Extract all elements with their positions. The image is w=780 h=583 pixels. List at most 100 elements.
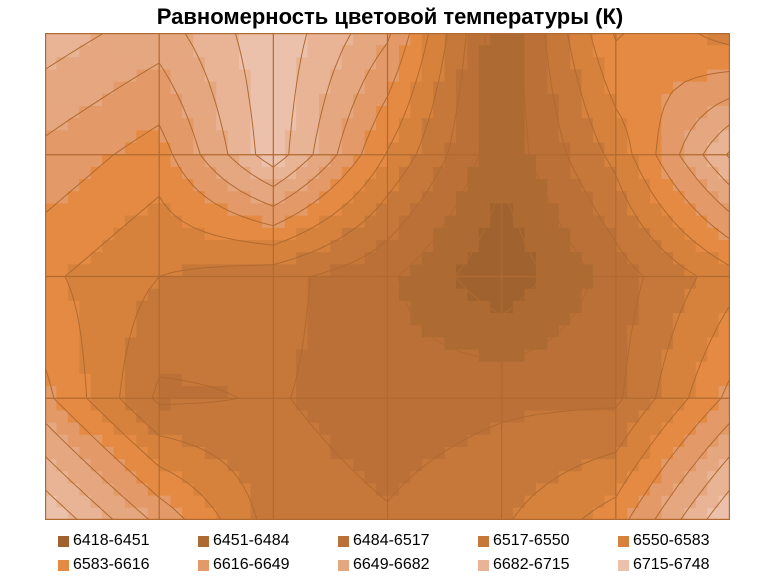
- contour-cell: [524, 69, 537, 83]
- contour-cell: [341, 422, 354, 436]
- contour-cell: [490, 483, 503, 497]
- contour-cell: [113, 459, 126, 472]
- contour-cell: [672, 422, 685, 436]
- contour-cell: [410, 288, 423, 302]
- contour-cell: [695, 276, 708, 290]
- contour-cell: [67, 215, 80, 229]
- contour-cell: [478, 227, 491, 241]
- contour-cell: [227, 288, 240, 302]
- contour-cell: [296, 179, 309, 192]
- contour-cell: [113, 349, 126, 363]
- contour-cell: [593, 215, 606, 229]
- contour-cell: [558, 300, 571, 314]
- contour-cell: [695, 386, 708, 399]
- contour-cell: [661, 313, 674, 326]
- contour-cell: [193, 361, 206, 375]
- contour-cell: [330, 191, 343, 205]
- contour-cell: [102, 276, 115, 290]
- contour-cell: [410, 422, 423, 436]
- contour-cell: [467, 471, 480, 485]
- contour-cell: [478, 373, 491, 387]
- contour-cell: [136, 325, 149, 338]
- contour-cell: [638, 69, 651, 83]
- contour-cell: [273, 483, 286, 497]
- contour-cell: [547, 471, 560, 485]
- contour-cell: [570, 239, 583, 253]
- contour-cell: [570, 45, 583, 58]
- contour-cell: [695, 45, 708, 58]
- contour-cell: [672, 373, 685, 387]
- contour-cell: [627, 471, 640, 485]
- contour-cell: [490, 166, 503, 180]
- contour-cell: [193, 337, 206, 351]
- contour-cell: [638, 166, 651, 180]
- contour-cell: [433, 227, 446, 241]
- contour-cell: [239, 166, 252, 180]
- legend-swatch: [198, 535, 209, 547]
- contour-cell: [535, 434, 548, 448]
- contour-cell: [170, 57, 183, 71]
- contour-cell: [136, 45, 149, 58]
- contour-cell: [558, 57, 571, 71]
- contour-cell: [182, 130, 195, 144]
- contour-cell: [684, 288, 697, 302]
- contour-cell: [182, 373, 195, 387]
- contour-cell: [387, 81, 400, 95]
- contour-cell: [79, 154, 92, 168]
- contour-cell: [307, 373, 320, 387]
- contour-cell: [650, 349, 663, 363]
- contour-cell: [273, 434, 286, 448]
- contour-cell: [513, 93, 526, 107]
- contour-cell: [593, 81, 606, 95]
- contour-cell: [718, 471, 730, 485]
- contour-cell: [604, 239, 617, 253]
- contour-cell: [56, 422, 69, 436]
- contour-cell: [193, 33, 206, 46]
- contour-cell: [524, 239, 537, 253]
- contour-cell: [695, 495, 708, 509]
- contour-cell: [319, 154, 332, 168]
- contour-cell: [433, 203, 446, 217]
- contour-cell: [661, 179, 674, 192]
- contour-cell: [364, 337, 377, 351]
- contour-cell: [193, 288, 206, 302]
- contour-cell: [102, 495, 115, 509]
- contour-cell: [124, 507, 137, 520]
- contour-cell: [136, 349, 149, 363]
- contour-cell: [204, 507, 217, 520]
- contour-cell: [284, 276, 297, 290]
- contour-cell: [650, 106, 663, 119]
- contour-cell: [398, 203, 411, 217]
- contour-cell: [513, 276, 526, 290]
- contour-cell: [319, 398, 332, 412]
- contour-cell: [513, 118, 526, 132]
- contour-cell: [535, 45, 548, 58]
- contour-cell: [661, 264, 674, 278]
- contour-cell: [433, 154, 446, 168]
- contour-cell: [204, 33, 217, 46]
- contour-cell: [159, 166, 172, 180]
- contour-cell: [341, 154, 354, 168]
- contour-cell: [273, 142, 286, 156]
- contour-cell: [456, 264, 469, 278]
- contour-cell: [410, 300, 423, 314]
- contour-cell: [193, 483, 206, 497]
- contour-cell: [159, 81, 172, 95]
- contour-cell: [695, 398, 708, 412]
- contour-cell: [136, 313, 149, 326]
- contour-cell: [227, 410, 240, 424]
- contour-cell: [227, 471, 240, 485]
- legend-item: 6649-6682: [338, 553, 478, 577]
- contour-cell: [261, 69, 274, 83]
- contour-cell: [467, 361, 480, 375]
- contour-cell: [319, 471, 332, 485]
- contour-cell: [490, 118, 503, 132]
- contour-cell: [650, 227, 663, 241]
- contour-cell: [296, 130, 309, 144]
- contour-cell: [490, 93, 503, 107]
- contour-cell: [593, 422, 606, 436]
- contour-cell: [581, 446, 594, 460]
- contour-cell: [524, 166, 537, 180]
- contour-cell: [387, 264, 400, 278]
- contour-cell: [239, 300, 252, 314]
